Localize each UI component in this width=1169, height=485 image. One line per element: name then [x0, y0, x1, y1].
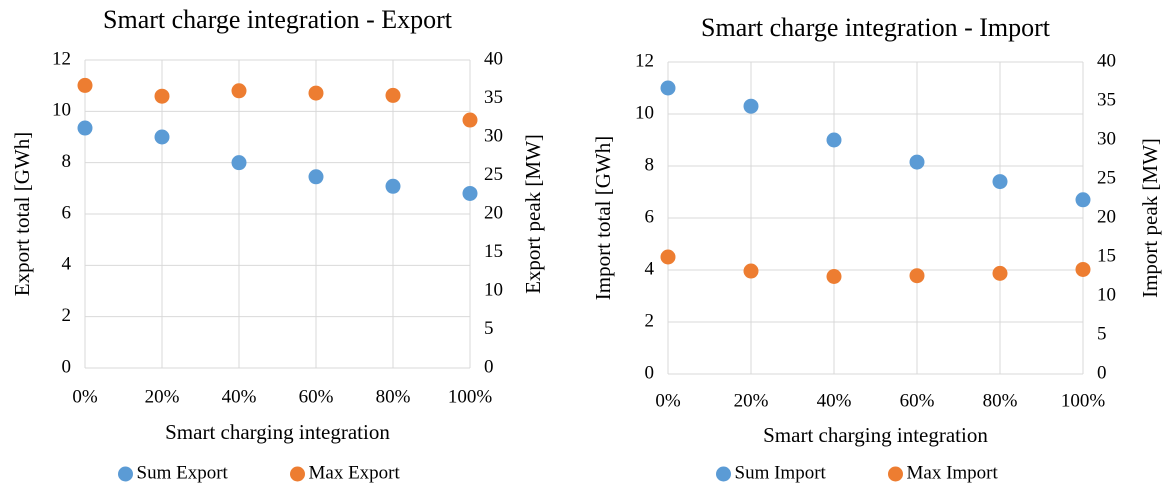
y-axis-title: Import total [GWh] [591, 136, 615, 300]
y-tick-label: 0 [62, 356, 72, 377]
scatter-point [462, 185, 478, 201]
legend-label: Max Export [309, 462, 401, 483]
y2-tick-label: 5 [1097, 323, 1107, 344]
y-axis-title: Export total [GWh] [10, 132, 34, 296]
y2-tick-label: 25 [1097, 167, 1116, 188]
y-tick-label: 4 [645, 258, 655, 279]
chart-title: Smart charge integration - Export [103, 5, 453, 34]
scatter-point [992, 265, 1008, 281]
legend-label: Max Import [907, 462, 999, 483]
scatter-point [308, 169, 324, 185]
scatter-point [909, 268, 925, 284]
y-tick-label: 10 [635, 102, 654, 123]
y-tick-label: 4 [62, 254, 72, 275]
y-tick-label: 6 [62, 202, 72, 223]
x-tick-label: 20% [734, 390, 769, 411]
y-tick-label: 6 [645, 206, 655, 227]
y2-tick-label: 40 [1097, 50, 1116, 71]
scatter-point [77, 120, 93, 136]
legend-label: Sum Export [137, 462, 229, 483]
x-tick-label: 80% [376, 386, 411, 407]
scatter-point [826, 132, 842, 148]
y2-tick-label: 10 [484, 279, 503, 300]
y2-tick-label: 20 [1097, 206, 1116, 227]
y2-tick-label: 25 [484, 164, 503, 185]
scatter-point [743, 263, 759, 279]
legend-marker [118, 466, 133, 482]
x-tick-label: 100% [448, 386, 493, 407]
y2-tick-label: 20 [484, 202, 503, 223]
scatter-point [992, 174, 1008, 190]
x-tick-label: 80% [983, 390, 1018, 411]
y-tick-label: 10 [52, 100, 71, 121]
y2-axis-title: Export peak [MW] [521, 134, 545, 294]
y-tick-label: 2 [62, 305, 72, 326]
scatter-point [231, 83, 247, 99]
x-tick-label: 0% [655, 390, 681, 411]
y2-tick-label: 0 [484, 356, 494, 377]
y-tick-label: 0 [645, 362, 655, 383]
legend-marker [716, 466, 731, 482]
scatter-point [743, 98, 759, 114]
legend-marker [290, 466, 305, 482]
chart: Smart charge integration - Export 0 2 4 6 8 10… [10, 5, 545, 483]
scatter-point [385, 87, 401, 103]
scatter-point [1075, 192, 1091, 208]
y-tick-label: 2 [645, 310, 655, 331]
scatter-point [1075, 261, 1091, 277]
y2-tick-label: 40 [484, 48, 503, 69]
chart-title: Smart charge integration - Import [701, 13, 1051, 42]
x-tick-label: 0% [72, 386, 98, 407]
scatter-point [909, 154, 925, 170]
scatter-point [77, 77, 93, 93]
scatter-point [826, 269, 842, 284]
legend-label: Sum Import [735, 462, 827, 483]
y2-tick-label: 10 [1097, 284, 1116, 305]
scatter-point [154, 129, 170, 145]
y2-axis-title: Import peak [MW] [1138, 138, 1162, 298]
y-tick-label: 8 [62, 151, 72, 172]
scatter-point [385, 178, 401, 194]
x-tick-label: 100% [1061, 390, 1106, 411]
y2-tick-label: 5 [484, 318, 494, 339]
scatter-point [154, 88, 170, 104]
y2-tick-label: 35 [1097, 89, 1116, 110]
y2-tick-label: 15 [1097, 245, 1116, 266]
x-tick-label: 60% [900, 390, 935, 411]
y-tick-label: 12 [52, 48, 71, 69]
y2-tick-label: 0 [1097, 362, 1107, 383]
scatter-point [462, 112, 478, 128]
y-tick-label: 12 [635, 50, 654, 71]
y2-tick-label: 30 [484, 125, 503, 146]
x-tick-label: 20% [145, 386, 180, 407]
y2-tick-label: 35 [484, 87, 503, 108]
y2-tick-label: 30 [1097, 128, 1116, 149]
scatter-point [231, 155, 247, 171]
scatter-point [308, 85, 324, 101]
y2-tick-label: 15 [484, 241, 503, 262]
x-tick-label: 40% [222, 386, 257, 407]
x-tick-label: 40% [817, 390, 852, 411]
y-tick-label: 8 [645, 154, 655, 175]
x-axis-title: Smart charging integration [763, 423, 988, 447]
x-tick-label: 60% [299, 386, 334, 407]
chart: Smart charge integration - Import 0 2 4 6 8 10… [591, 13, 1162, 483]
x-axis-title: Smart charging integration [165, 420, 390, 444]
scatter-point [660, 249, 676, 265]
scatter-point [660, 80, 676, 96]
legend-marker [888, 466, 903, 482]
